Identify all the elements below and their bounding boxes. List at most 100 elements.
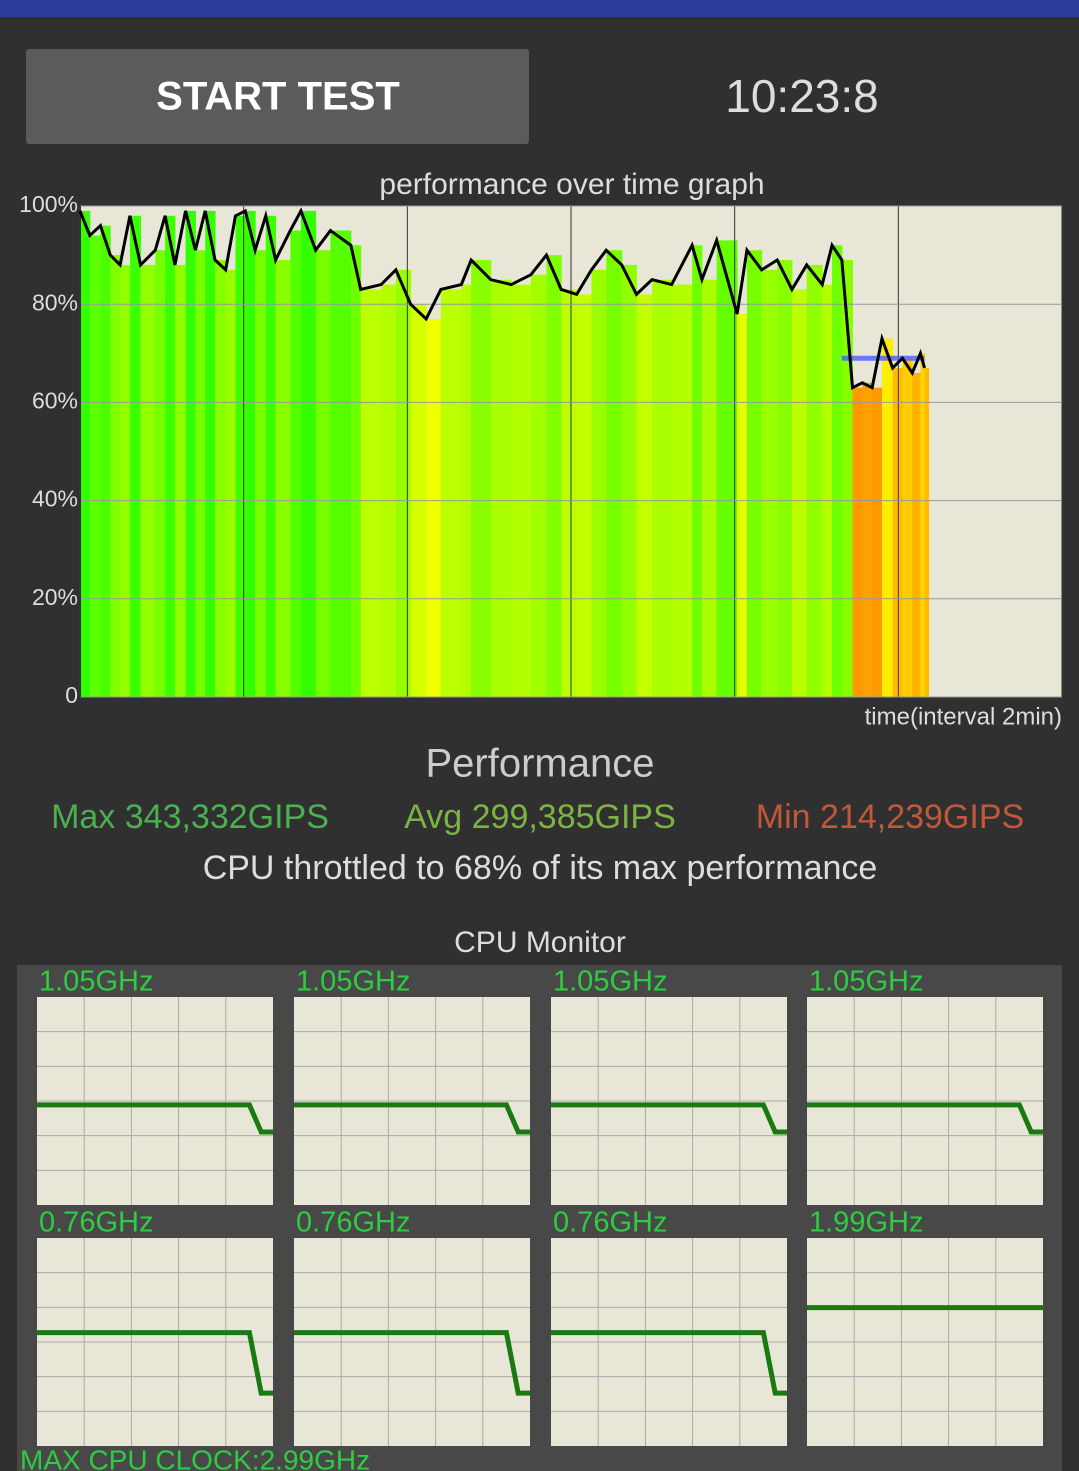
performance-bar — [701, 279, 718, 697]
core-frequency-line — [807, 1102, 1043, 1135]
core-frequency: 1.05GHz — [553, 966, 667, 998]
performance-bar — [174, 264, 187, 697]
max-performance: Max 343,332GIPS — [51, 798, 329, 836]
performance-bar — [215, 260, 227, 697]
cores: 1.05GHz 1.05GHz 1.05GHz 1.05GHz 0.76GHz 0.76G… — [37, 966, 1043, 1446]
performance-bar — [110, 255, 121, 697]
performance-bar — [235, 215, 246, 697]
core-frequency-line — [551, 1330, 787, 1396]
performance-bar — [591, 269, 607, 697]
core-frequency: 1.99GHz — [809, 1207, 923, 1239]
button-label[interactable]: START TEST — [156, 75, 400, 119]
y-tick-label: 100% — [19, 191, 78, 217]
performance-bar — [832, 245, 843, 697]
y-tick-label: 60% — [32, 387, 78, 413]
performance-bar — [621, 264, 637, 697]
core-frequency-line — [37, 1330, 273, 1396]
performance-bar — [100, 225, 111, 697]
performance-bar — [716, 240, 738, 697]
performance-bar — [245, 210, 256, 697]
plot: 0 20% 40% 60% 80% 100% — [19, 191, 1063, 708]
performance-line — [78, 207, 926, 391]
core-frequency: 1.05GHz — [809, 966, 923, 998]
performance-bar — [381, 284, 397, 697]
performance-bar — [129, 215, 142, 697]
performance-bar — [852, 387, 863, 697]
performance-bar — [671, 284, 693, 697]
performance-bar — [290, 230, 302, 698]
performance-bar — [561, 289, 578, 697]
core-frequency-line — [294, 1330, 530, 1396]
performance-bar — [165, 215, 176, 697]
performance-bar — [892, 368, 903, 697]
clock: 10:23:8 — [725, 70, 878, 122]
core-frequency: 1.05GHz — [39, 966, 153, 998]
performance-bar — [924, 368, 930, 697]
performance-bar — [737, 314, 748, 697]
y-tick-label: 40% — [32, 486, 78, 512]
performance-bar — [255, 250, 267, 697]
core-frequency-line — [37, 1102, 273, 1135]
graph-title: performance over time graph — [379, 168, 764, 201]
core-frequency-line — [294, 1102, 530, 1135]
performance-bar — [89, 235, 101, 697]
min-performance: Min 214,239GIPS — [756, 798, 1024, 836]
performance-bar — [440, 289, 462, 697]
performance-bar — [426, 318, 442, 697]
performance-bar — [155, 250, 166, 697]
performance-bar — [862, 382, 873, 697]
performance-bar — [912, 372, 921, 697]
performance-bar — [902, 358, 913, 697]
avg-performance: Avg 299,385GIPS — [404, 798, 676, 836]
y-tick-label: 20% — [32, 584, 78, 610]
performance-bar — [225, 269, 236, 697]
performance-bar — [350, 245, 362, 697]
y-tick-label: 80% — [32, 289, 78, 315]
performance-title: Performance — [426, 742, 655, 786]
core-frequency: 1.05GHz — [296, 966, 410, 998]
performance-bar — [920, 353, 926, 697]
performance-bar — [606, 250, 623, 697]
performance-bar — [822, 284, 833, 697]
throttle-note: CPU throttled to 68% of its max performa… — [203, 849, 878, 887]
performance-bar — [881, 338, 894, 697]
performance-bar — [275, 260, 291, 697]
start-button[interactable] — [26, 49, 529, 144]
performance-bar — [360, 289, 382, 697]
performance-bar — [791, 289, 808, 697]
performance-bar — [80, 210, 91, 697]
performance-bar — [511, 284, 532, 697]
performance-bar — [530, 274, 547, 697]
performance-bar — [636, 294, 653, 697]
core-frequency: 0.76GHz — [296, 1207, 410, 1239]
performance-bar — [195, 250, 206, 697]
core-frequency: 0.76GHz — [553, 1207, 667, 1239]
performance-bar — [872, 387, 883, 697]
performance-bar — [806, 264, 823, 697]
cpu-monitor-title: CPU Monitor — [454, 926, 626, 959]
performance-bar — [120, 264, 131, 697]
performance-bar — [265, 215, 277, 697]
performance-bar — [576, 294, 592, 697]
performance-bar — [461, 284, 472, 697]
performance-bar — [546, 255, 562, 697]
performance-bar — [300, 210, 317, 697]
x-axis-label: time(interval 2min) — [865, 703, 1062, 730]
performance-bar — [490, 279, 512, 697]
performance-bar — [777, 260, 793, 697]
core-frequency-line — [551, 1102, 787, 1135]
max-clock: MAX CPU CLOCK:2.99GHz — [20, 1444, 370, 1471]
performance-bar — [761, 269, 778, 697]
performance-bar — [185, 210, 196, 697]
performance-bar — [652, 279, 673, 697]
performance-bar — [140, 264, 156, 697]
y-tick-label: 0 — [65, 682, 78, 708]
performance-bar — [395, 269, 412, 697]
performance-bar — [330, 230, 352, 698]
performance-bar — [471, 260, 492, 697]
performance-bar — [841, 260, 854, 697]
performance-bar — [205, 210, 216, 697]
performance-bar — [315, 250, 331, 697]
